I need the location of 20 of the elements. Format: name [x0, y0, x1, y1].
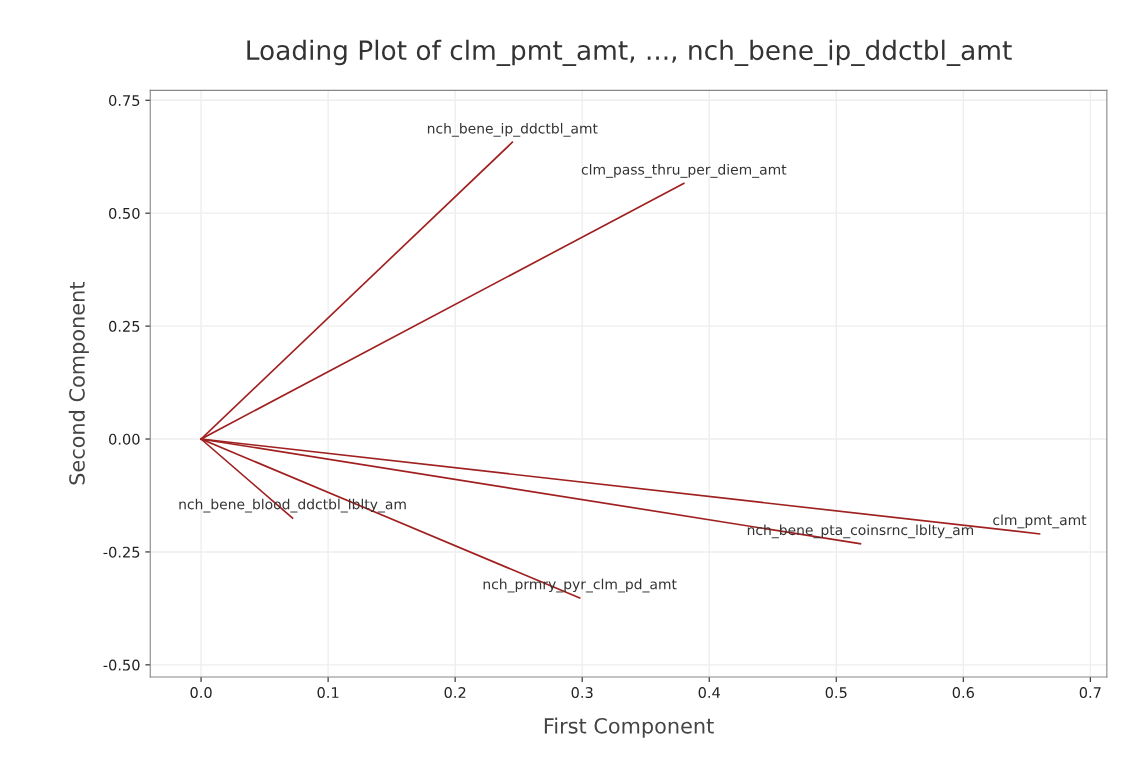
x-tick-label: 0.5 [825, 687, 847, 699]
y-tick-label: 0.75 [109, 94, 140, 107]
x-tick-label: 0.7 [1079, 687, 1101, 699]
x-tick-label: 0.1 [317, 687, 339, 699]
y-tick-label: -0.50 [103, 659, 140, 671]
x-tick-label: 0.6 [952, 687, 974, 699]
x-axis-title: First Component [544, 717, 714, 738]
y-axis-title: Second Component [68, 282, 89, 485]
x-tick-label: 0.2 [444, 687, 466, 699]
series-label: clm_pmt_amt [993, 514, 1087, 529]
series-label: clm_pass_thru_per_diem_amt [581, 163, 787, 178]
x-tick-label: 0.3 [571, 687, 593, 699]
series-label: nch_bene_ip_ddctbl_amt [427, 122, 598, 137]
x-tick-label: 0.0 [190, 687, 212, 699]
y-tick-label: -0.25 [103, 546, 140, 558]
x-tick-label: 0.4 [698, 687, 720, 699]
y-tick-label: 0.25 [109, 320, 140, 332]
chart-title: Loading Plot of clm_pmt_amt, ..., nch_bene_ip_ddctbl_amt [247, 39, 1012, 66]
y-tick-label: 0.00 [109, 433, 140, 445]
y-tick-label: 0.50 [109, 207, 140, 219]
